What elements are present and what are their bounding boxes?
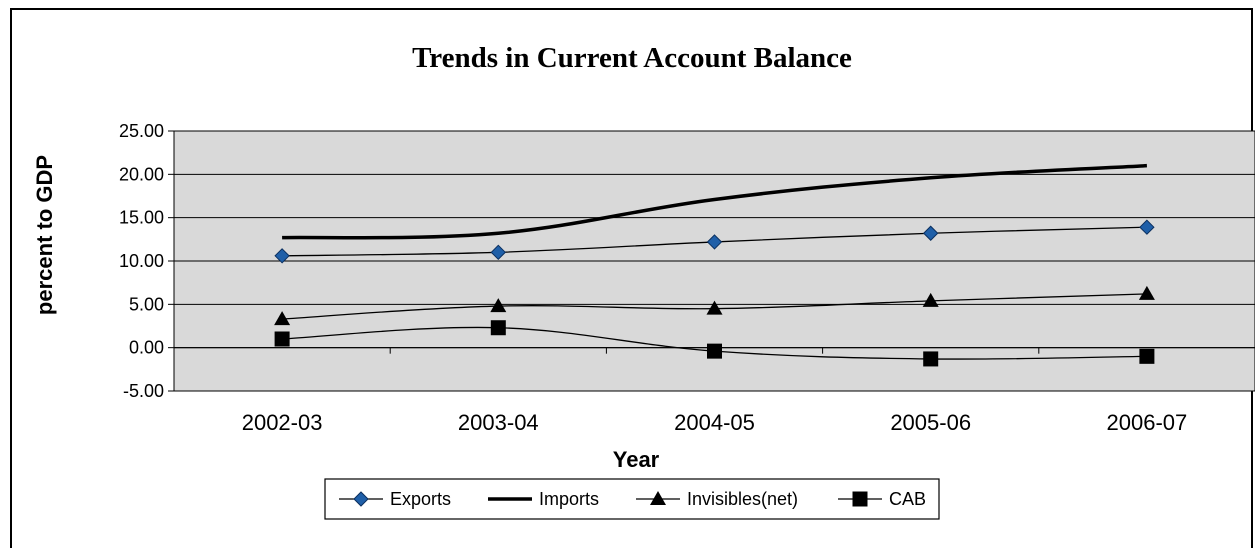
data-point-cab	[923, 351, 939, 367]
legend-marker-invisibles-net	[650, 491, 666, 505]
data-point-cab	[707, 343, 722, 359]
data-point-invisibles-net	[922, 292, 939, 307]
x-tick-label: 2006-07	[1107, 410, 1188, 435]
data-point-exports	[1139, 219, 1155, 235]
data-point-invisibles-net	[490, 298, 507, 313]
series-line-imports	[282, 163, 1147, 240]
legend-label-cab: CAB	[889, 489, 926, 509]
legend-marker-exports	[353, 491, 369, 507]
legend-label-exports: Exports	[390, 489, 451, 509]
y-tick-label: 0.00	[129, 338, 164, 358]
y-tick-label: 15.00	[119, 208, 164, 228]
legend-box	[324, 478, 940, 520]
data-point-exports	[922, 225, 939, 241]
data-point-exports	[706, 234, 723, 250]
data-point-invisibles-net	[274, 311, 291, 326]
data-point-invisibles-net	[1138, 285, 1155, 300]
data-point-cab	[490, 320, 506, 336]
x-tick-label: 2002-03	[242, 410, 323, 435]
plot-area: 25.00 20.00 15.00 10.00 5.00 0.00 -5.00 2002-03…	[119, 121, 1255, 435]
data-point-invisibles-net	[706, 300, 723, 315]
y-tick-label: 5.00	[129, 294, 164, 314]
legend-label-invisibles-net: Invisibles(net)	[687, 489, 798, 509]
data-point-exports	[490, 244, 507, 261]
chart-svg: Trends in Current Account Balance 25.002…	[32, 42, 1255, 520]
legend-marker-cab	[852, 491, 868, 507]
y-axis-title: percent to GDP	[32, 155, 57, 315]
x-axis-title: Year	[613, 447, 660, 472]
y-tick-label: 10.00	[119, 251, 164, 271]
x-tick-label: 2003-04	[458, 410, 539, 435]
data-point-cab	[1139, 348, 1155, 364]
chart-frame: Trends in Current Account Balance 25.00 2…	[10, 8, 1255, 548]
legend: Exports Imports Invisibles(net) CAB	[324, 478, 940, 520]
data-point-cab	[274, 331, 290, 347]
y-tick-label: 20.00	[119, 164, 164, 184]
y-tick-label: 25.00	[119, 121, 164, 141]
data-point-exports	[274, 248, 290, 264]
chart-title: Trends in Current Account Balance	[412, 42, 852, 74]
legend-label-imports: Imports	[539, 489, 599, 509]
x-tick-label: 2005-06	[890, 410, 971, 435]
x-tick-label: 2004-05	[674, 410, 755, 435]
y-tick-label: -5.00	[123, 381, 164, 401]
